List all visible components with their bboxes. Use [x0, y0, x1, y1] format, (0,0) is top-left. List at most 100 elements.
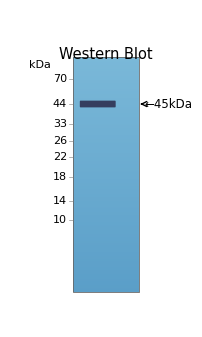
Bar — [72, 136, 138, 137]
Bar — [72, 229, 138, 230]
Bar — [72, 161, 138, 162]
Bar — [72, 163, 138, 164]
Bar — [72, 181, 138, 182]
Bar — [72, 182, 138, 183]
Bar — [72, 264, 138, 265]
Text: 44: 44 — [53, 99, 67, 109]
Bar — [72, 125, 138, 126]
Bar — [72, 151, 138, 152]
Bar — [72, 81, 138, 82]
Bar — [72, 82, 138, 83]
Bar — [72, 188, 138, 189]
Bar — [72, 200, 138, 201]
Bar — [72, 71, 138, 72]
Text: 14: 14 — [53, 196, 67, 206]
Bar — [72, 180, 138, 181]
Bar — [72, 93, 138, 94]
FancyBboxPatch shape — [79, 101, 115, 108]
Bar — [72, 119, 138, 120]
Bar — [72, 240, 138, 241]
Bar — [72, 139, 138, 140]
Bar — [72, 129, 138, 130]
Bar — [72, 143, 138, 144]
Bar — [72, 92, 138, 93]
Bar — [72, 70, 138, 71]
Bar — [72, 194, 138, 195]
Bar — [72, 257, 138, 258]
Text: 22: 22 — [53, 152, 67, 162]
Bar — [72, 103, 138, 104]
Bar — [72, 245, 138, 246]
Bar — [72, 184, 138, 185]
Bar — [72, 94, 138, 95]
Bar — [72, 198, 138, 199]
Bar — [72, 172, 138, 173]
Bar — [72, 84, 138, 85]
Bar — [72, 83, 138, 84]
Bar — [72, 279, 138, 280]
Text: 18: 18 — [53, 172, 67, 182]
Bar — [72, 248, 138, 249]
Bar — [72, 247, 138, 248]
Bar — [72, 224, 138, 225]
Bar — [72, 110, 138, 111]
Bar — [72, 235, 138, 236]
Bar — [72, 201, 138, 202]
Bar — [72, 88, 138, 89]
Bar — [72, 149, 138, 150]
Bar — [72, 58, 138, 59]
Bar — [72, 137, 138, 138]
Bar — [72, 60, 138, 61]
Bar — [72, 95, 138, 96]
Bar — [72, 258, 138, 259]
Bar — [72, 261, 138, 262]
Bar — [72, 87, 138, 88]
Bar — [72, 290, 138, 292]
Bar — [72, 205, 138, 206]
Bar — [72, 281, 138, 282]
Bar — [72, 197, 138, 198]
Bar — [72, 111, 138, 112]
Bar — [72, 228, 138, 229]
Bar — [72, 211, 138, 212]
Bar — [72, 86, 138, 87]
Bar — [72, 160, 138, 161]
Bar — [72, 155, 138, 156]
Bar — [72, 145, 138, 146]
Bar — [72, 190, 138, 191]
Bar — [72, 196, 138, 197]
Bar — [72, 223, 138, 224]
Bar — [72, 165, 138, 166]
Bar — [72, 263, 138, 264]
Bar — [72, 174, 138, 175]
Bar — [72, 273, 138, 274]
Bar — [72, 288, 138, 289]
Bar — [72, 130, 138, 131]
Bar — [72, 79, 138, 80]
Bar — [72, 202, 138, 203]
Bar — [72, 286, 138, 287]
Text: ←45kDa: ←45kDa — [143, 97, 191, 111]
Text: 10: 10 — [53, 215, 67, 225]
Bar — [72, 72, 138, 73]
Bar — [72, 99, 138, 100]
Bar — [72, 91, 138, 92]
Bar — [72, 210, 138, 211]
Bar — [72, 252, 138, 253]
Bar — [72, 85, 138, 86]
Bar — [72, 222, 138, 223]
Bar — [72, 66, 138, 67]
Bar — [72, 236, 138, 237]
Bar — [72, 154, 138, 155]
Bar — [72, 267, 138, 268]
Bar — [72, 116, 138, 117]
Bar — [72, 131, 138, 132]
Bar — [72, 76, 138, 77]
Bar — [72, 219, 138, 220]
Bar — [72, 287, 138, 288]
Bar — [72, 109, 138, 110]
Bar — [72, 233, 138, 234]
Bar — [72, 73, 138, 74]
Bar — [72, 98, 138, 99]
Bar — [72, 208, 138, 209]
